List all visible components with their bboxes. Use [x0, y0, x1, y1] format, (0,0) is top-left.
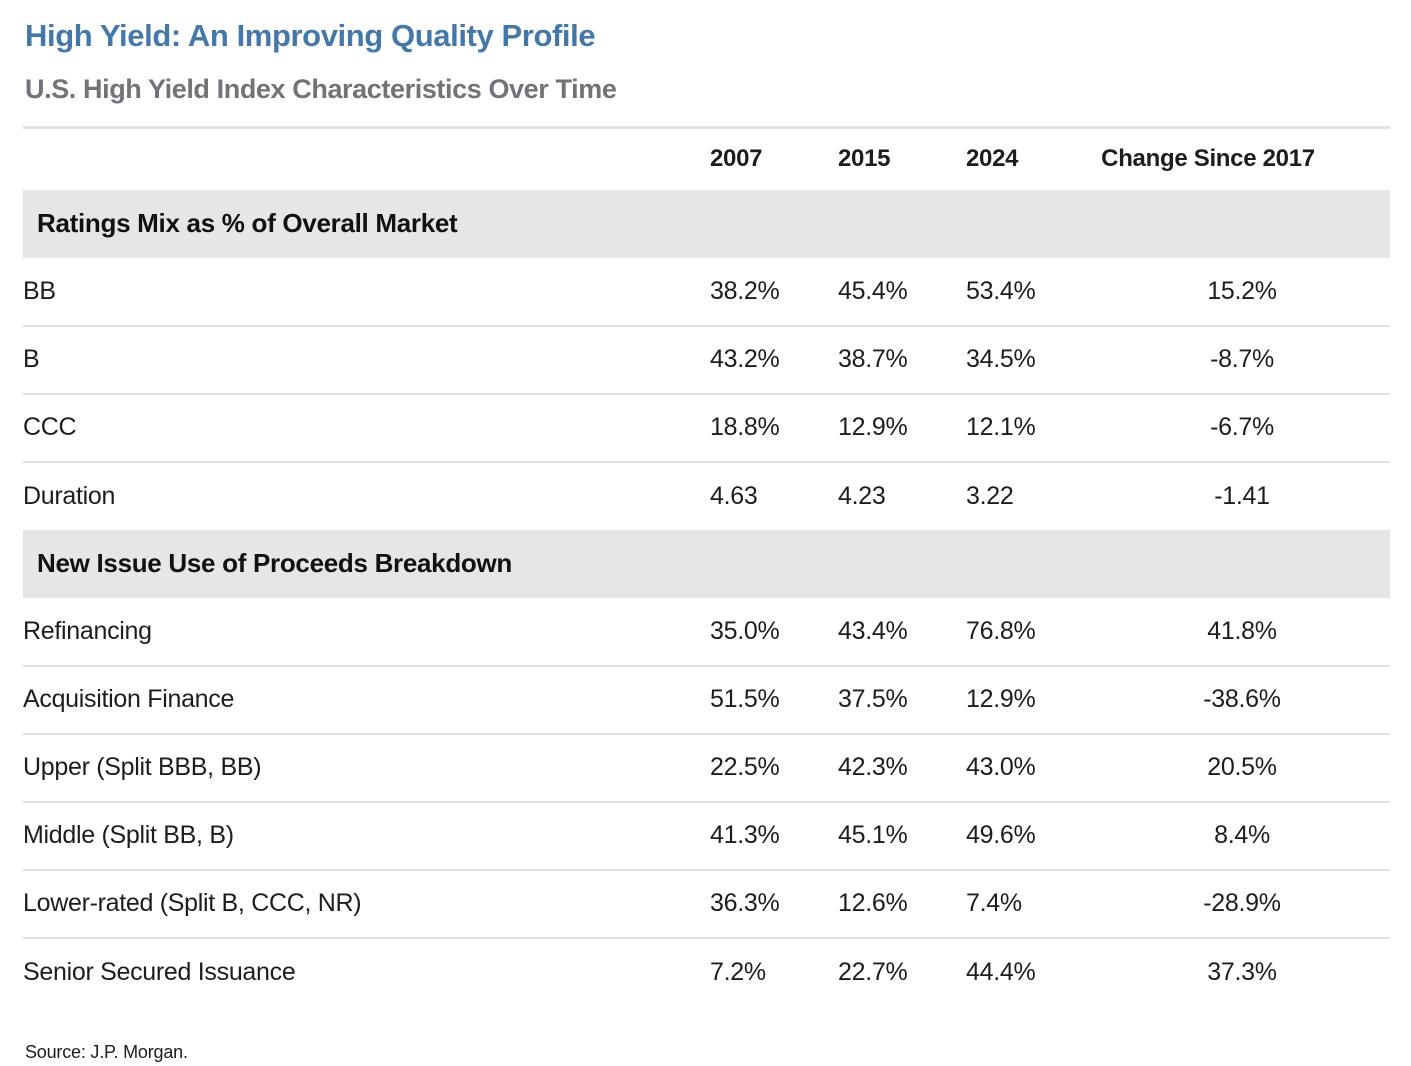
table-row: Middle (Split BB, B) 41.3% 45.1% 49.6% 8.4% — [23, 801, 1390, 871]
value-cell: 38.2% — [710, 257, 838, 327]
value-cell: 36.3% — [710, 869, 838, 939]
table-row: Upper (Split BBB, BB) 22.5% 42.3% 43.0% 20.5… — [23, 733, 1390, 803]
section-header: Ratings Mix as % of Overall Market — [37, 208, 458, 238]
row-label: Refinancing — [23, 597, 710, 667]
section-header: New Issue Use of Proceeds Breakdown — [37, 548, 513, 578]
value-change-since-2017: -38.6% — [1094, 665, 1390, 735]
row-label: Upper (Split BBB, BB) — [23, 733, 710, 803]
value-cell: 12.6% — [838, 869, 966, 939]
column-header-row: 2007 2015 2024 Change Since 2017 — [23, 128, 1390, 190]
row-label: CCC — [23, 393, 710, 463]
value-cell: 53.4% — [966, 257, 1094, 327]
value-cell: 51.5% — [710, 665, 838, 735]
table-row: Refinancing 35.0% 43.4% 76.8% 41.8% — [23, 597, 1390, 667]
row-label: Lower-rated (Split B, CCC, NR) — [23, 869, 710, 939]
value-cell: 45.4% — [838, 257, 966, 327]
characteristics-table: 2007 2015 2024 Change Since 2017 Ratings… — [23, 126, 1390, 1006]
table-row: Senior Secured Issuance 7.2% 22.7% 44.4% 37.… — [23, 938, 1390, 1006]
row-label: Middle (Split BB, B) — [23, 801, 710, 871]
value-cell: 12.9% — [966, 665, 1094, 735]
section-header-row: Ratings Mix as % of Overall Market — [23, 189, 1390, 258]
value-cell: 43.4% — [838, 597, 966, 667]
table-row: Lower-rated (Split B, CCC, NR) 36.3% 12.6%… — [23, 869, 1390, 939]
row-label: B — [23, 325, 710, 395]
table-row: BB 38.2% 45.4% 53.4% 15.2% — [23, 257, 1390, 327]
table-row: Acquisition Finance 51.5% 37.5% 12.9% -38.6% — [23, 665, 1390, 735]
value-cell: 4.23 — [838, 481, 886, 510]
value-cell: 22.7% — [838, 957, 908, 986]
value-cell: 12.9% — [838, 393, 966, 463]
table-row: Duration 4.63 4.23 3.22 -1.41 — [23, 462, 1390, 530]
column-header-2024: 2024 — [966, 145, 1019, 173]
source-note: Source: J.P. Morgan. — [25, 1041, 188, 1062]
value-cell: 41.3% — [710, 801, 838, 871]
value-change-since-2017: -28.9% — [1094, 869, 1390, 939]
row-label: Acquisition Finance — [23, 665, 710, 735]
value-cell: 45.1% — [838, 801, 966, 871]
table-row: B 43.2% 38.7% 34.5% -8.7% — [23, 325, 1390, 395]
value-cell: 22.5% — [710, 733, 838, 803]
value-cell: 43.2% — [710, 325, 838, 395]
value-cell: 3.22 — [966, 481, 1014, 510]
value-cell: 44.4% — [966, 957, 1036, 986]
value-cell: 18.8% — [710, 393, 838, 463]
value-cell: 43.0% — [966, 733, 1094, 803]
value-change-since-2017: -1.41 — [1214, 481, 1270, 510]
row-label: BB — [23, 257, 710, 327]
column-header-2007: 2007 — [710, 145, 763, 173]
value-change-since-2017: 41.8% — [1094, 597, 1390, 667]
value-cell: 7.4% — [966, 869, 1094, 939]
page-title: High Yield: An Improving Quality Profile — [25, 18, 596, 53]
value-cell: 38.7% — [838, 325, 966, 395]
row-label: Senior Secured Issuance — [23, 957, 296, 986]
page-subtitle: U.S. High Yield Index Characteristics Ov… — [25, 74, 617, 104]
value-cell: 76.8% — [966, 597, 1094, 667]
value-change-since-2017: 8.4% — [1094, 801, 1390, 871]
value-change-since-2017: 37.3% — [1207, 957, 1277, 986]
value-cell: 34.5% — [966, 325, 1094, 395]
value-change-since-2017: 15.2% — [1094, 257, 1390, 327]
column-header-2015: 2015 — [838, 145, 891, 173]
value-cell: 7.2% — [710, 957, 766, 986]
value-cell: 42.3% — [838, 733, 966, 803]
section-header-row: New Issue Use of Proceeds Breakdown — [23, 529, 1390, 598]
characteristics-table-wrap: 2007 2015 2024 Change Since 2017 Ratings… — [23, 126, 1390, 1006]
column-header-change-since-2017: Change Since 2017 — [1101, 145, 1315, 173]
value-cell: 49.6% — [966, 801, 1094, 871]
table-row: CCC 18.8% 12.9% 12.1% -6.7% — [23, 393, 1390, 463]
value-change-since-2017: -6.7% — [1094, 393, 1390, 463]
value-change-since-2017: -8.7% — [1094, 325, 1390, 395]
value-cell: 35.0% — [710, 597, 838, 667]
value-cell: 37.5% — [838, 665, 966, 735]
value-cell: 12.1% — [966, 393, 1094, 463]
column-header-spacer — [23, 128, 710, 190]
value-cell: 4.63 — [710, 481, 758, 510]
value-change-since-2017: 20.5% — [1094, 733, 1390, 803]
row-label: Duration — [23, 481, 116, 510]
